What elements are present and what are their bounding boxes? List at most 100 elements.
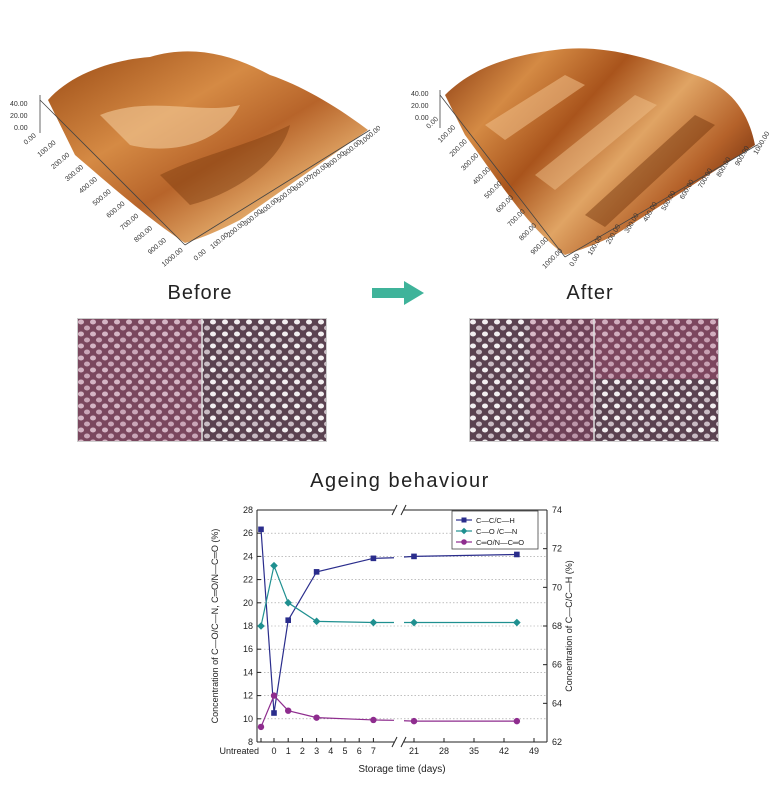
y-left-tick-label: 8: [248, 737, 253, 747]
y-left-tick-label: 24: [243, 551, 253, 561]
series-point-0: [370, 555, 377, 562]
afm-after-z-tick: 0.00: [415, 115, 429, 122]
afm-before-y-tick: 500.00: [92, 188, 113, 207]
afm-after-ridge: [485, 75, 585, 140]
x-tick-label: 7: [371, 746, 376, 756]
afm-after-x-tick: 1000.00: [753, 130, 772, 156]
afm-before-z-tick: 40.00: [10, 101, 28, 108]
afm-before-y-tick: 200.00: [50, 152, 71, 171]
series-point-0: [313, 569, 320, 575]
series-point-1: [312, 617, 321, 626]
afm-after-y-tick: 400.00: [472, 166, 492, 186]
x-tick-label: 35: [469, 746, 479, 756]
y-axis-label-left: Concentration of C—O/C—N, C═O/N—C═O (%): [210, 529, 220, 724]
y-axis-label-right: Concentration of C—C/C—H (%): [564, 560, 574, 692]
afm-before-x-tick: 0.00: [193, 248, 208, 262]
afm-after-ridge: [535, 95, 657, 190]
fabric-photo-before: [77, 318, 327, 442]
afm-before-y-tick: 400.00: [78, 176, 99, 195]
afm-surface-before: 40.00 20.00 0.00 0.00100.00200.00300.004…: [10, 51, 380, 269]
x-tick-label: Untreated: [219, 746, 259, 756]
afm-before-z-tick: 20.00: [10, 113, 28, 120]
x-tick-label: 6: [357, 746, 362, 756]
series-point-0: [258, 526, 264, 533]
y-right-tick-label: 72: [552, 544, 562, 554]
y-right-tick-label: 74: [552, 505, 562, 515]
series-point-0: [411, 553, 417, 560]
afm-after-y-tick: 600.00: [495, 194, 515, 214]
series-line-1: [260, 563, 394, 627]
afm-before-y-tick: 1000.00: [161, 247, 185, 269]
y-left-tick-label: 10: [243, 714, 253, 724]
series-point-0: [271, 710, 277, 716]
x-axis-break: [400, 736, 407, 748]
legend-label: C—C/C—H: [476, 516, 515, 525]
series-point-2: [257, 723, 265, 731]
y-right-tick-label: 70: [552, 582, 562, 592]
x-tick-label: 1: [286, 746, 291, 756]
y-left-tick-label: 12: [243, 691, 253, 701]
afm-before-y-tick: 0.00: [23, 132, 38, 146]
series-point-2: [313, 714, 320, 721]
afm-surface-after: 40.00 20.00 0.00 0.00100.00200.00300.004…: [411, 48, 772, 270]
afm-after-y-tick: 900.00: [530, 236, 550, 256]
x-axis-break: [391, 736, 398, 748]
arrow-icon: [372, 281, 424, 305]
afm-after-y-tick: 500.00: [483, 180, 503, 200]
series-point-0: [285, 617, 291, 623]
afm-after-y-tick: 700.00: [507, 208, 527, 228]
legend-label: C—O /C—N: [476, 527, 517, 536]
ageing-chart: 81012141618202224262862646668707274Untre…: [210, 504, 574, 775]
y-right-tick-label: 64: [552, 698, 562, 708]
chart-legend: C—C/C—H C—O /C—N C═O/N—C═O: [451, 510, 539, 550]
y-left-tick-label: 18: [243, 621, 253, 631]
series-point-2: [285, 707, 292, 714]
x-tick-label: 0: [271, 746, 276, 756]
afm-after-z-tick: 40.00: [411, 91, 429, 98]
series-point-2: [370, 716, 377, 724]
afm-before-y-tick: 900.00: [147, 237, 168, 256]
afm-before-z-tick: 0.00: [14, 125, 28, 132]
x-axis-label: Storage time (days): [358, 764, 445, 775]
y-right-tick-label: 62: [552, 737, 562, 747]
x-tick-label: 28: [439, 746, 449, 756]
series-line-2: [260, 694, 395, 728]
x-tick-label: 5: [342, 746, 347, 756]
x-tick-label: 42: [499, 746, 509, 756]
afm-after-y-tick: 1000.00: [541, 247, 564, 270]
y-left-tick-label: 26: [243, 528, 253, 538]
series-point-1: [513, 618, 521, 627]
afm-after-z-tick: 20.00: [411, 103, 429, 110]
series-point-1: [257, 622, 265, 630]
afm-after-ridge: [585, 115, 715, 227]
y-left-tick-label: 14: [243, 667, 253, 677]
x-tick-label: 2: [300, 746, 305, 756]
afm-before-surface: [48, 51, 368, 243]
y-right-tick-label: 68: [552, 621, 562, 631]
series-point-1: [410, 618, 418, 627]
before-label: Before: [167, 282, 233, 304]
afm-after-y-tick: 800.00: [518, 222, 538, 242]
afm-before-z-ticks: 40.00 20.00 0.00: [10, 101, 28, 132]
afm-after-y-tick: 300.00: [460, 152, 480, 172]
top-axis-break: [400, 504, 407, 516]
x-tick-label: 49: [529, 746, 539, 756]
series-point-2: [513, 717, 521, 725]
afm-before-y-tick: 700.00: [119, 213, 140, 232]
y-left-tick-label: 16: [243, 644, 253, 654]
afm-before-y-tick: 800.00: [133, 225, 154, 244]
legend-label: C═O/N—C═O: [476, 538, 524, 547]
afm-after-z-ticks: 40.00 20.00 0.00: [411, 91, 429, 122]
afm-before-y-tick: 100.00: [37, 140, 58, 159]
afm-before-shadow: [160, 125, 290, 205]
afm-before-y-tick: 300.00: [64, 164, 85, 183]
chart-axes: 81012141618202224262862646668707274Untre…: [219, 504, 562, 756]
x-tick-label: 21: [409, 746, 419, 756]
y-left-tick-label: 28: [243, 505, 253, 515]
series-point-0: [514, 551, 520, 558]
series-point-1: [369, 618, 378, 627]
legend-marker: [461, 517, 467, 523]
y-left-tick-label: 22: [243, 575, 253, 585]
chart-series: [257, 526, 521, 731]
series-point-1: [284, 599, 292, 607]
